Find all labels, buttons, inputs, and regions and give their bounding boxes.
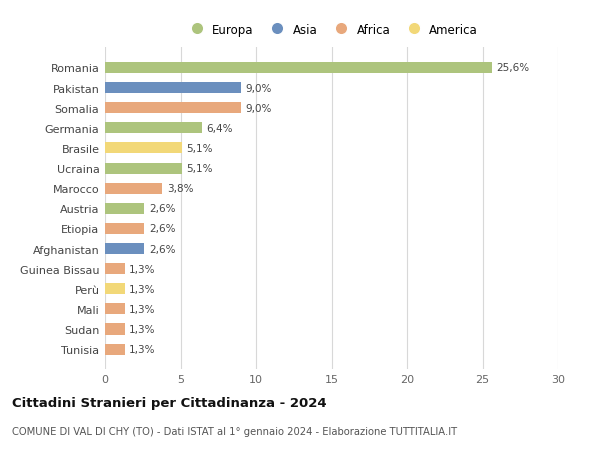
Bar [105, 243, 144, 255]
Legend: Europa, Asia, Africa, America: Europa, Asia, Africa, America [181, 19, 482, 41]
Bar [105, 324, 125, 335]
Text: 5,1%: 5,1% [187, 144, 213, 154]
Text: 5,1%: 5,1% [187, 164, 213, 174]
Bar [105, 344, 125, 355]
Text: 1,3%: 1,3% [129, 264, 155, 274]
Text: 3,8%: 3,8% [167, 184, 193, 194]
Text: 1,3%: 1,3% [129, 344, 155, 354]
Text: 9,0%: 9,0% [245, 103, 272, 113]
Bar [105, 123, 202, 134]
Bar [105, 163, 182, 174]
Text: 25,6%: 25,6% [496, 63, 529, 73]
Text: 9,0%: 9,0% [245, 84, 272, 93]
Bar [105, 63, 491, 74]
Bar [105, 143, 182, 154]
Text: 2,6%: 2,6% [149, 204, 175, 214]
Text: COMUNE DI VAL DI CHY (TO) - Dati ISTAT al 1° gennaio 2024 - Elaborazione TUTTITA: COMUNE DI VAL DI CHY (TO) - Dati ISTAT a… [12, 426, 457, 436]
Text: Cittadini Stranieri per Cittadinanza - 2024: Cittadini Stranieri per Cittadinanza - 2… [12, 396, 326, 409]
Bar [105, 83, 241, 94]
Text: 6,4%: 6,4% [206, 123, 233, 134]
Bar [105, 263, 125, 274]
Bar [105, 304, 125, 315]
Bar [105, 103, 241, 114]
Bar [105, 203, 144, 214]
Text: 1,3%: 1,3% [129, 325, 155, 334]
Bar [105, 224, 144, 235]
Bar [105, 183, 163, 194]
Text: 1,3%: 1,3% [129, 284, 155, 294]
Bar [105, 284, 125, 295]
Text: 1,3%: 1,3% [129, 304, 155, 314]
Text: 2,6%: 2,6% [149, 244, 175, 254]
Text: 2,6%: 2,6% [149, 224, 175, 234]
